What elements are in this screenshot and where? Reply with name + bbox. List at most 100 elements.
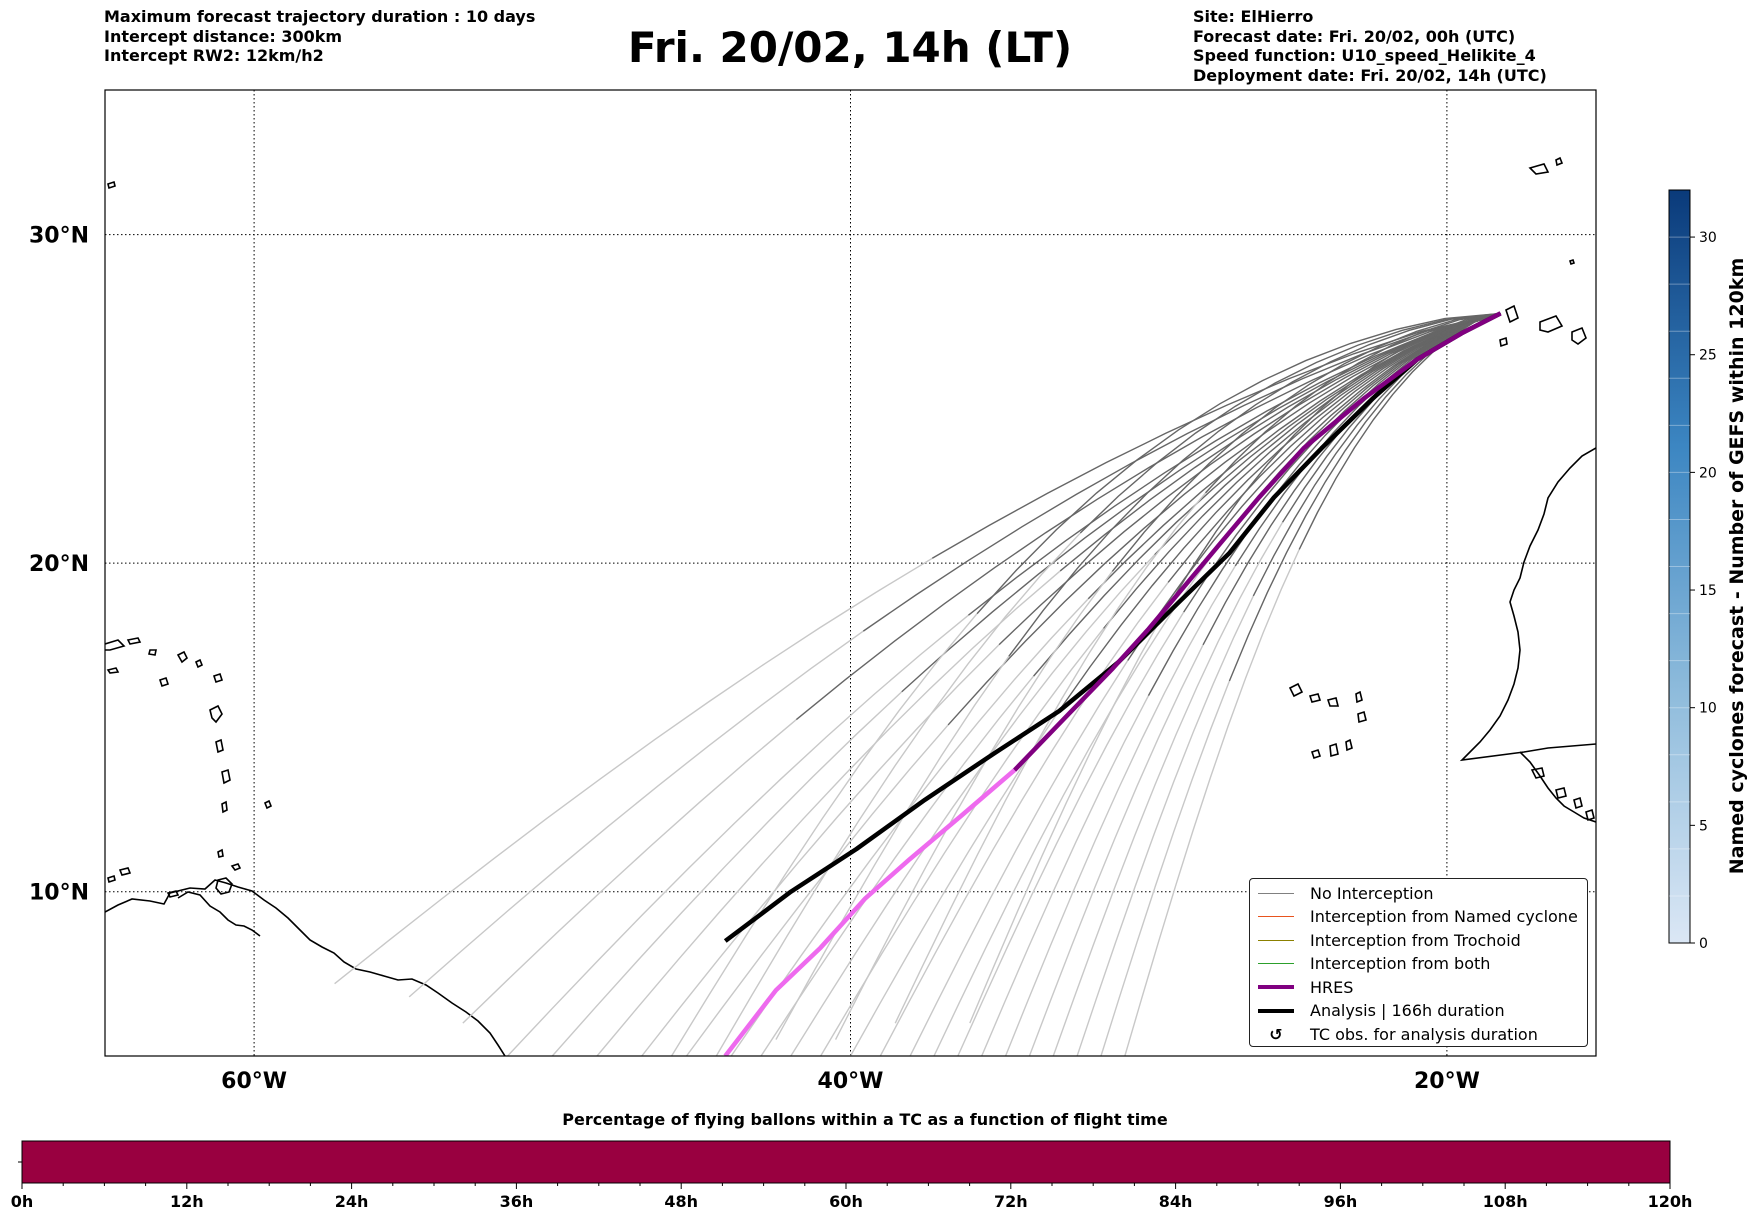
legend-item-both: Interception from both	[1258, 953, 1490, 975]
ensemble-track-late	[969, 610, 1167, 1024]
ensemble-track-late	[775, 655, 1010, 1040]
ensemble-track-late	[981, 695, 1150, 1056]
hres-track	[1012, 311, 1502, 772]
trinidad-island	[215, 877, 233, 895]
colorbar-tick-label: 5	[1699, 818, 1708, 834]
site-text: Site: ElHierro	[1193, 7, 1314, 26]
forecast-date-text: Forecast date: Fri. 20/02, 00h (UTC)	[1193, 26, 1516, 46]
legend-swatch	[1258, 916, 1294, 917]
anguilla-island	[106, 667, 120, 674]
time-bar-tick-label: 60h	[829, 1192, 863, 1211]
guinea-coast	[1519, 751, 1596, 823]
ensemble-track-early	[1079, 312, 1501, 534]
ensemble-track-late	[894, 492, 1207, 1024]
main-trajectories	[723, 311, 1502, 1056]
colorbar-tick-label: 20	[1699, 465, 1717, 481]
ensemble-track-early	[1058, 312, 1501, 711]
legend-swatch	[1258, 1008, 1294, 1013]
time-bar-tick-label: 72h	[994, 1192, 1028, 1211]
ensemble-track-early	[976, 312, 1501, 615]
time-bar-tick-label: 48h	[664, 1192, 698, 1211]
ensemble-track-late	[641, 644, 1000, 1056]
lat-label: 30°N	[29, 224, 89, 249]
ensemble-track-late	[957, 611, 1185, 1056]
hres-track-late	[723, 768, 1016, 1056]
paria-peninsula	[177, 891, 261, 937]
cape-verde-islands	[1288, 682, 1367, 760]
ensemble-track-late	[685, 724, 949, 1056]
run-info: Maximum forecast trajectory duration : 1…	[104, 7, 535, 66]
colorbar-tick-label: 25	[1699, 348, 1717, 364]
ensemble-track-early	[1205, 312, 1501, 494]
tobago-island	[230, 863, 242, 871]
ensemble-track-late	[834, 571, 1113, 1040]
ensemble-trajectories	[334, 312, 1501, 1056]
ensemble-track-late	[1004, 565, 1236, 1056]
legend-item-analysis: Analysis | 166h duration	[1258, 1000, 1505, 1022]
time-bar-tick-label: 96h	[1324, 1192, 1358, 1211]
colorbar: 0 5 10 15 20 25 30 Named cyclones forecast - N…	[1668, 189, 1748, 952]
senegal-bumps	[1530, 767, 1595, 822]
lon-label: 40°W	[818, 1069, 884, 1094]
legend-item-trochoid: Interception from Trochoid	[1258, 929, 1521, 951]
ensemble-track-early	[901, 312, 1501, 693]
legend-swatch	[1258, 939, 1294, 941]
ensemble-track-late	[408, 630, 864, 998]
aruba-curacao	[107, 867, 132, 884]
time-bar-tick-label: 108h	[1483, 1192, 1528, 1211]
ensemble-track-late	[715, 532, 1081, 1056]
ensemble-track-late	[1100, 680, 1231, 1056]
ensemble-track-late	[551, 691, 903, 1056]
ensemble-track-early	[1008, 312, 1501, 657]
legend-label: Interception from both	[1310, 954, 1491, 973]
colorbar-tick-label: 10	[1699, 701, 1717, 717]
west-africa-coast	[1459, 447, 1596, 762]
dominica-island	[215, 738, 224, 754]
time-bar-tick-label: 84h	[1159, 1192, 1193, 1211]
colorbar-gradient	[1668, 189, 1691, 944]
legend-label: Interception from Named cyclone	[1310, 907, 1578, 926]
time-bar-fill	[21, 1140, 1671, 1184]
time-bar-tick-label: 120h	[1648, 1192, 1693, 1211]
speed-function-text: Speed function: U10_speed_Helikite_4	[1193, 46, 1536, 65]
ensemble-track-late	[879, 581, 1169, 1056]
ensemble-track-late	[1028, 644, 1204, 1056]
ensemble-track-late	[1076, 595, 1254, 1056]
legend-item-no-interception: No Interception	[1258, 882, 1434, 904]
legend-swatch	[1258, 985, 1294, 989]
lon-label: 60°W	[221, 1069, 287, 1094]
lat-label: 20°N	[29, 552, 89, 577]
legend: No Interception Interception from Named …	[1249, 878, 1588, 1047]
ensemble-track-late	[760, 675, 1035, 1056]
madeira-island	[1528, 156, 1564, 175]
legend-item-named-cyclone: Interception from Named cyclone	[1258, 906, 1578, 928]
colorbar-tick-label: 15	[1699, 583, 1717, 599]
time-bar: 0h 12h 24h 36h 48h 60h 72h 84h 96h 108h 120h	[11, 1140, 1693, 1211]
ensemble-track-late	[909, 660, 1129, 1056]
guadeloupe-island	[209, 704, 223, 724]
ensemble-track-late	[334, 557, 933, 985]
ensemble-track-late	[596, 570, 1061, 1056]
colorbar-tick-label: 0	[1699, 936, 1708, 952]
max-duration-text: Maximum forecast trajectory duration : 1…	[104, 7, 536, 26]
map-frame	[104, 89, 1597, 1057]
intercept-distance-text: Intercept distance: 300km	[104, 26, 343, 46]
ensemble-track-early	[1147, 312, 1501, 696]
deployment-date-text: Deployment date: Fri. 20/02, 14h (UTC)	[1193, 65, 1547, 85]
ensemble-track-early	[795, 312, 1501, 721]
colorbar-title: Named cyclones forecast - Number of GEFS…	[1726, 258, 1748, 875]
lat-label: 10°N	[29, 881, 89, 906]
legend-label: TC obs. for analysis duration	[1310, 1024, 1538, 1044]
margarita-island	[166, 890, 180, 898]
time-bar-ticks: 0h 12h 24h 36h 48h 60h 72h 84h 96h 108h 120h	[11, 1183, 1693, 1211]
ensemble-track-early	[1033, 312, 1501, 677]
tc-obs-icon: ↺	[1269, 1024, 1283, 1044]
legend-item-hres: HRES	[1258, 976, 1353, 998]
st-lucia-island	[221, 800, 228, 814]
time-bar-tick-label: 12h	[170, 1192, 204, 1211]
ensemble-track-early	[1167, 312, 1501, 583]
barbados-island	[263, 799, 273, 810]
coastlines	[105, 156, 1596, 1056]
colorbar-tick-label: 30	[1699, 230, 1717, 246]
ensemble-track-late	[1052, 521, 1284, 1056]
